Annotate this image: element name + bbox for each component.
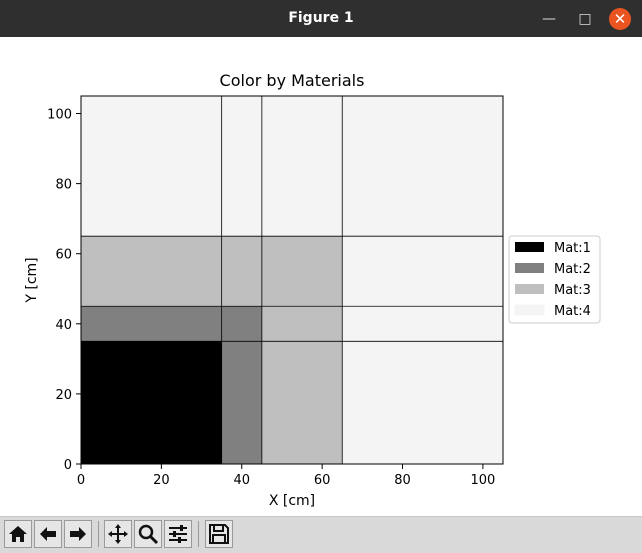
toolbar-separator [198, 521, 199, 547]
material-cell [342, 306, 503, 342]
y-tick-label: 40 [55, 318, 72, 333]
legend-frame [508, 235, 601, 324]
pan-icon[interactable] [104, 520, 132, 548]
x-tick-label: 20 [153, 473, 170, 488]
toolbar-separator [98, 521, 99, 547]
close-icon[interactable]: ✕ [609, 8, 631, 30]
material-cell [342, 236, 503, 307]
material-cell [342, 341, 503, 464]
material-cell [342, 96, 503, 237]
material-cell [81, 341, 222, 464]
material-cell [261, 306, 343, 342]
material-cell [261, 96, 343, 237]
plot-frame [80, 95, 504, 465]
x-tick-label: 0 [77, 473, 85, 488]
legend-swatch [515, 263, 544, 273]
maximize-icon[interactable]: □ [578, 11, 592, 27]
material-cell [261, 341, 343, 464]
figure-canvas[interactable]: Color by Materials 0 20 40 60 80 100 0 20 40 60 80… [0, 37, 642, 516]
x-tick-label: 80 [394, 473, 411, 488]
material-cell [221, 306, 262, 342]
y-tick-label: 0 [64, 458, 72, 473]
x-tick-label: 40 [233, 473, 250, 488]
x-axis-label: X [cm] [269, 493, 315, 509]
y-axis-label: Y [cm] [24, 257, 40, 303]
window-title: Figure 1 [288, 10, 354, 26]
material-cell [81, 306, 222, 342]
x-tick-label: 60 [314, 473, 331, 488]
back-arrow-icon[interactable] [34, 520, 62, 548]
material-cell [221, 236, 262, 307]
legend-swatch [514, 304, 545, 316]
minimize-icon[interactable]: — [542, 11, 556, 27]
legend-swatch [515, 242, 544, 252]
legend-label: Mat:2 [554, 262, 591, 277]
y-tick-label: 100 [47, 108, 72, 123]
material-cell [81, 96, 222, 237]
window-titlebar: Figure 1 — □ ✕ [0, 0, 642, 37]
x-tick-label: 100 [470, 473, 495, 488]
y-tick-label: 80 [55, 178, 72, 193]
y-tick-label: 60 [55, 248, 72, 263]
forward-arrow-icon[interactable] [64, 520, 92, 548]
home-icon[interactable] [4, 520, 32, 548]
material-cell [81, 236, 222, 307]
navigation-toolbar [0, 516, 642, 553]
material-cell [261, 236, 343, 307]
chart: Color by Materials 0 20 40 60 80 100 0 20 40 60 80… [24, 71, 601, 509]
legend-label: Mat:4 [554, 304, 591, 319]
material-cell [221, 341, 262, 464]
chart-title: Color by Materials [220, 71, 365, 90]
legend: Mat:1 Mat:2 Mat:3 Mat:4 [508, 235, 601, 324]
y-tick-label: 20 [55, 388, 72, 403]
configure-subplots-icon[interactable] [164, 520, 192, 548]
legend-label: Mat:1 [554, 241, 591, 256]
legend-swatch [515, 284, 544, 294]
legend-label: Mat:3 [554, 283, 591, 298]
zoom-icon[interactable] [134, 520, 162, 548]
save-icon[interactable] [205, 520, 233, 548]
material-cell [221, 96, 262, 237]
